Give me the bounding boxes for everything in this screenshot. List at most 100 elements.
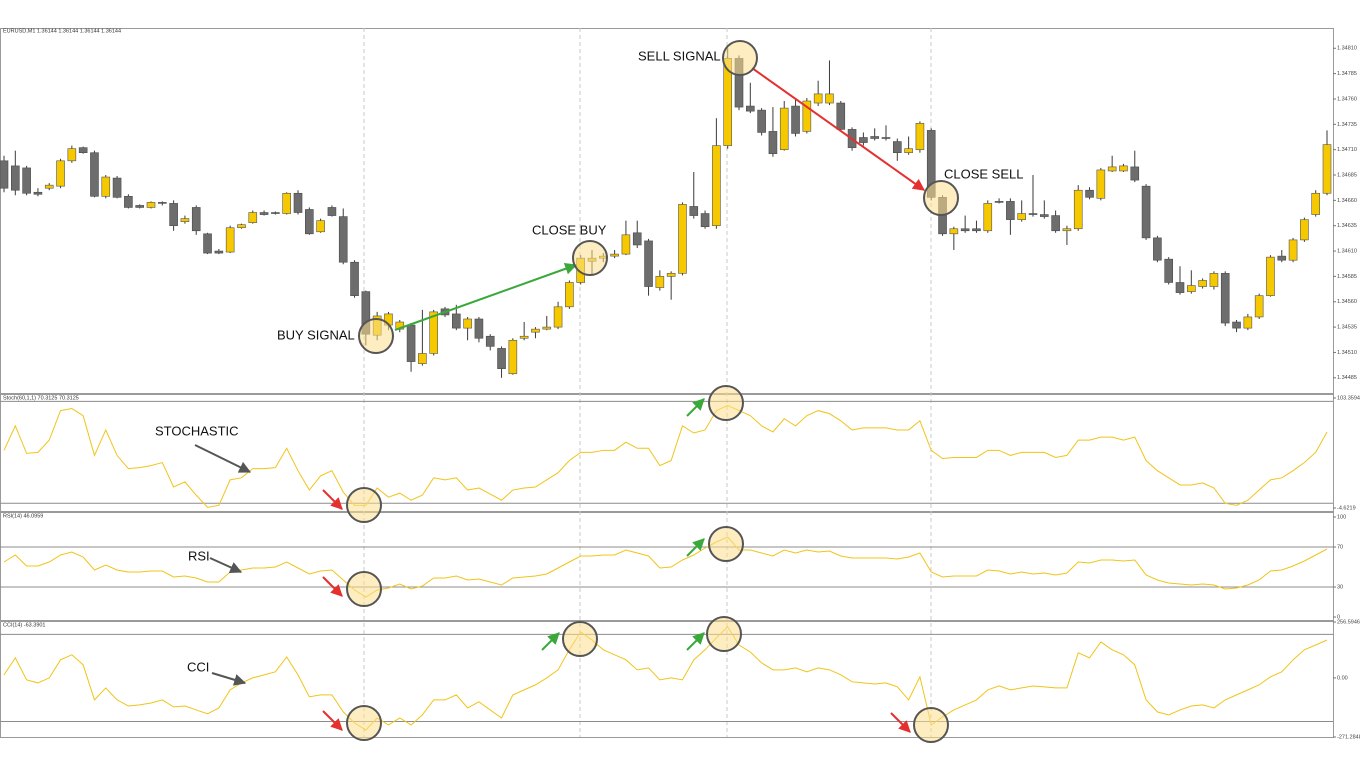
- candle-body: [452, 313, 461, 329]
- candle-body: [949, 228, 959, 235]
- candle-body: [191, 207, 201, 232]
- overlay: BUY SIGNAL CLOSE BUY SELL SIGNAL CLOSE S…: [155, 40, 1024, 743]
- candle-body: [915, 123, 925, 150]
- indicator-line: [3, 626, 1328, 731]
- pointer-arrow: [209, 557, 243, 574]
- signal-circle: [562, 621, 598, 657]
- candle-body: [1187, 285, 1196, 292]
- candle-body: [1107, 166, 1117, 172]
- candle-body: [282, 192, 291, 214]
- candle-body: [214, 250, 224, 254]
- candle-body: [791, 105, 800, 134]
- candle-body: [1322, 144, 1332, 194]
- candle-body: [22, 167, 31, 194]
- up-arrow: [686, 538, 705, 557]
- indicator-line: [3, 404, 1328, 508]
- candle-body: [1311, 192, 1320, 215]
- candle-body: [1119, 165, 1128, 172]
- candle-body: [825, 93, 834, 104]
- candle-body: [180, 218, 190, 222]
- candle-body: [169, 203, 178, 227]
- candle-body: [972, 228, 981, 232]
- candle-body: [1096, 169, 1106, 199]
- y-tick-label: 0.00: [1337, 675, 1348, 681]
- candle-body: [1017, 213, 1026, 220]
- plot: 1.34810 1.34785 1.34760 1.34735 1.34710 1.346…: [0, 46, 1360, 740]
- candle-body: [327, 207, 337, 216]
- signal-circle: [706, 616, 742, 652]
- candle-body: [124, 196, 133, 208]
- candle-body: [893, 141, 902, 154]
- signal-circle: [346, 705, 382, 741]
- cci-panel: [0, 621, 1334, 738]
- indicator-title: Stoch(60,1,1) 70.3125 70.3125: [3, 395, 79, 401]
- candle-body: [1085, 189, 1094, 198]
- candle-body: [1153, 237, 1162, 261]
- candle-body: [644, 240, 653, 287]
- sell-arrow: [751, 67, 925, 191]
- y-tick-label: -4.6219: [1337, 505, 1356, 511]
- y-tick-label: 256.5946: [1337, 619, 1360, 625]
- candle-body: [259, 212, 269, 215]
- candle-body: [1040, 214, 1049, 217]
- candle-body: [237, 224, 246, 229]
- up-arrow: [686, 632, 705, 651]
- candle-body: [983, 203, 993, 232]
- candle-body: [881, 137, 891, 139]
- candle-body: [1198, 280, 1207, 287]
- candle-body: [90, 152, 99, 197]
- y-tick-label: 1.34635: [1337, 223, 1357, 229]
- y-tick-label: 30: [1337, 584, 1343, 590]
- candle-body: [1254, 295, 1264, 318]
- pointer-arrow: [194, 444, 252, 473]
- y-tick-label: 1.34785: [1337, 71, 1357, 77]
- y-tick-label: 1.34560: [1337, 299, 1357, 305]
- candle-body: [689, 206, 699, 216]
- candle-body: [338, 216, 348, 263]
- candle-body: [768, 131, 778, 155]
- y-tick-label: 1.34810: [1337, 46, 1357, 52]
- annotation: SELL SIGNAL: [638, 48, 721, 63]
- candle-body: [994, 201, 1004, 203]
- candle-body: [1051, 215, 1060, 232]
- candle-body: [1006, 201, 1015, 220]
- candle-body: [655, 276, 665, 288]
- candle-body: [474, 318, 484, 339]
- signal-circle: [722, 40, 758, 76]
- candle-body: [508, 339, 518, 375]
- candle-body: [406, 324, 416, 362]
- candle-body: [56, 160, 65, 187]
- candle-body: [1164, 258, 1173, 283]
- candle-body: [1141, 185, 1151, 239]
- signal-circle: [358, 318, 394, 354]
- candle-body: [1266, 256, 1275, 296]
- candle-body: [11, 165, 20, 191]
- down-arrow: [322, 710, 343, 731]
- candle-body: [271, 212, 280, 214]
- candle-body: [1288, 239, 1298, 261]
- candle-body: [67, 148, 77, 162]
- candle-body: [350, 261, 359, 296]
- candle-body: [1220, 273, 1230, 324]
- candle-body: [78, 147, 88, 154]
- y-tick-label: 1.34710: [1337, 147, 1357, 153]
- y-tick-label: 1.34510: [1337, 350, 1357, 356]
- candle-body: [700, 213, 710, 228]
- candle-body: [757, 109, 766, 133]
- candle-body: [632, 232, 642, 246]
- buy-arrow: [394, 263, 578, 331]
- y-tick-label: 0: [1337, 614, 1340, 620]
- candle-body: [248, 212, 258, 223]
- candle-body: [565, 282, 574, 308]
- candle-body: [1175, 282, 1185, 293]
- candle-body: [960, 228, 970, 232]
- candle-body: [712, 145, 721, 227]
- y-tick-label: -271.2848: [1337, 734, 1360, 740]
- y-tick-label: 1.34660: [1337, 198, 1357, 204]
- candle-body: [1073, 189, 1083, 230]
- y-tick-label: 1.34585: [1337, 274, 1357, 280]
- y-tick-label: 1.34685: [1337, 172, 1357, 178]
- signal-circle: [913, 707, 949, 743]
- candle-body: [146, 202, 156, 208]
